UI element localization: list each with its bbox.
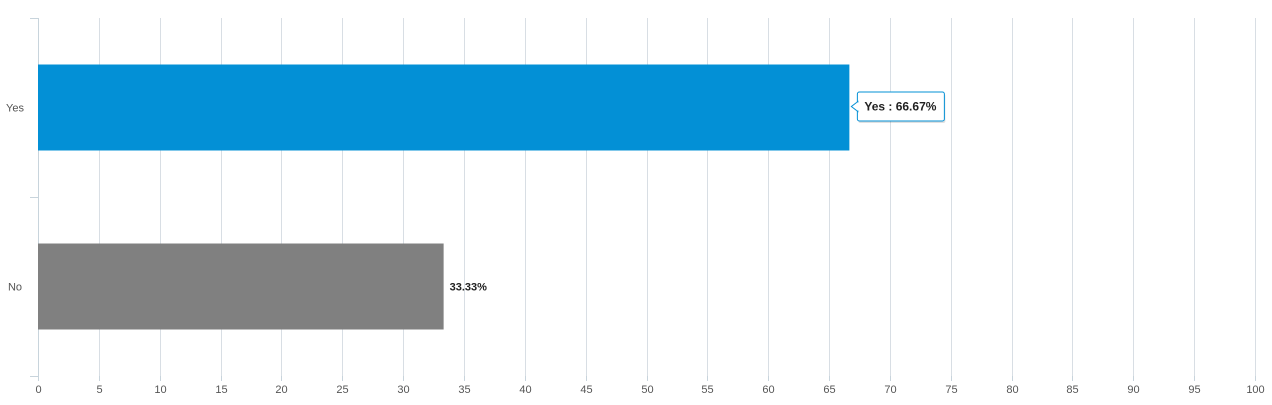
bar-no [38,243,444,330]
bars [38,64,850,330]
tooltip: Yes : 66.67% [850,91,946,123]
x-tick-label: 65 [823,384,835,396]
bar-yes [38,64,850,151]
category-label-yes: Yes [6,103,24,115]
tooltip-box: Yes : 66.67% [850,91,946,123]
x-tick-label: 85 [1066,384,1078,396]
labels: 0 5 10 15 20 25 30 35 40 45 50 55 60 65 70 75 80 85 90 95 10… [6,103,1265,397]
x-tick-label: 50 [641,384,653,396]
x-tick-label: 70 [884,384,896,396]
x-tick-label: 40 [519,384,531,396]
x-tick-label: 10 [154,384,166,396]
x-tick-label: 55 [701,384,713,396]
x-tick-label: 80 [1006,384,1018,396]
category-label-no: No [8,282,22,294]
x-tick-label: 30 [397,384,409,396]
x-tick-label: 45 [580,384,592,396]
x-tick-label: 25 [336,384,348,396]
x-tick-label: 75 [945,384,957,396]
data-label-no: 33.33% [450,282,488,294]
x-tick-label: 60 [762,384,774,396]
x-tick-label: 5 [96,384,102,396]
x-tick-label: 35 [458,384,470,396]
x-tick-label: 95 [1188,384,1200,396]
x-tick-label: 100 [1246,384,1264,396]
x-tick-label: 15 [215,384,227,396]
x-tick-label: 0 [35,384,41,396]
tooltip-text: Yes : 66.67% [864,100,936,114]
x-tick-label: 20 [275,384,287,396]
x-tick-label: 90 [1127,384,1139,396]
